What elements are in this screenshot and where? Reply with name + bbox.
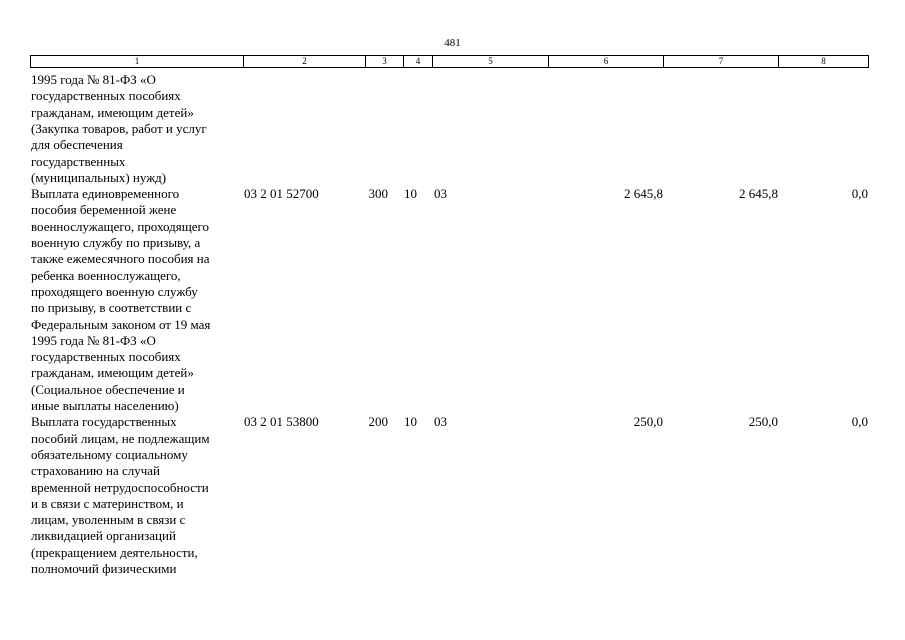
header-cell: 6: [548, 55, 664, 68]
row-name-line: 1995 года № 81-ФЗ «О: [31, 72, 156, 87]
row-name-line: Федеральным законом от 19 мая: [31, 316, 211, 332]
header-cell: 4: [403, 55, 433, 68]
row-name-line: и в связи с материнством, и: [31, 495, 184, 511]
col-6: 2 645,8: [624, 186, 663, 202]
col-4: 10: [404, 186, 417, 202]
row-name-line: (Закупка товаров, работ и услуг: [31, 120, 207, 136]
row-name-line: 1995 года № 81-ФЗ «О: [31, 332, 156, 348]
row-name-line: государственных: [31, 153, 126, 169]
row-name-line: государственных пособиях: [31, 349, 181, 365]
row-name-line: по призыву, в соответствии с: [31, 300, 192, 316]
header-cell: 2: [243, 55, 366, 68]
col-7: 2 645,8: [739, 186, 778, 202]
col-8: 0,0: [851, 414, 868, 430]
col-4: 10: [404, 414, 417, 430]
row-name-line: Выплата единовременного: [31, 186, 180, 202]
row-name-line: страхованию на случай: [31, 463, 160, 479]
row-name-line: полномочий физическими: [31, 561, 177, 576]
header-cell: 1: [30, 55, 244, 68]
row-name-line: (прекращением деятельности,: [31, 544, 198, 560]
code: 03 2 01 52700: [244, 186, 319, 202]
col-3: 300: [368, 186, 389, 202]
row-name-line: (Социальное обеспечение и: [31, 381, 185, 397]
row-name-line: пособий лицам, не подлежащим: [31, 430, 210, 446]
col-6: 250,0: [633, 414, 663, 430]
row-name-line: лицам, уволенным в связи с: [31, 512, 186, 528]
row-name-line: также ежемесячного пособия на: [31, 251, 210, 267]
row-name-line: временной нетрудоспособности: [31, 479, 209, 495]
row-name-line: Выплата государственных: [31, 414, 177, 430]
code: 03 2 01 53800: [244, 414, 319, 430]
header-cell: 5: [432, 55, 549, 68]
row-name-line: обязательному социальному: [31, 446, 188, 462]
row-name-line: для обеспечения: [31, 137, 123, 153]
col-5: 03: [434, 414, 447, 430]
row-name-line: ребенка военнослужащего,: [31, 267, 181, 283]
row-name-line: военную службу по призыву, а: [31, 235, 201, 250]
row-name-line: военнослужащего, проходящего: [31, 218, 209, 234]
row-name-line: иные выплаты населению): [31, 398, 179, 413]
row-name-line: ликвидацией организаций: [31, 528, 176, 544]
col-5: 03: [434, 186, 447, 202]
row-name-line: государственных пособиях: [31, 88, 181, 104]
page-number: 481: [444, 37, 461, 49]
col-7: 250,0: [748, 414, 778, 430]
col-3: 200: [368, 414, 389, 430]
row-name-line: (муниципальных) нужд): [31, 169, 167, 185]
row-name-line: гражданам, имеющим детей»: [31, 104, 194, 120]
row-name-line: пособия беременной жене: [31, 202, 177, 218]
row-name-line: гражданам, имеющим детей»: [31, 365, 194, 381]
header-cell: 7: [663, 55, 779, 68]
col-8: 0,0: [851, 186, 868, 202]
header-cell: 8: [778, 55, 869, 68]
row-name-line: проходящего военную службу: [31, 283, 198, 299]
header-cell: 3: [365, 55, 404, 68]
